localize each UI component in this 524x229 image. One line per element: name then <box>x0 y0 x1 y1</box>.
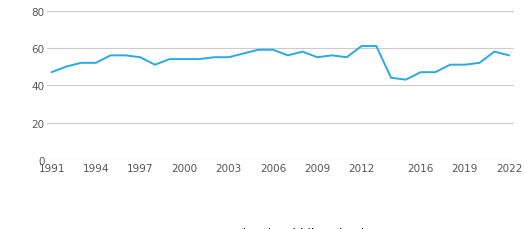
Legend: Eckstein Middle School: Eckstein Middle School <box>192 223 368 229</box>
